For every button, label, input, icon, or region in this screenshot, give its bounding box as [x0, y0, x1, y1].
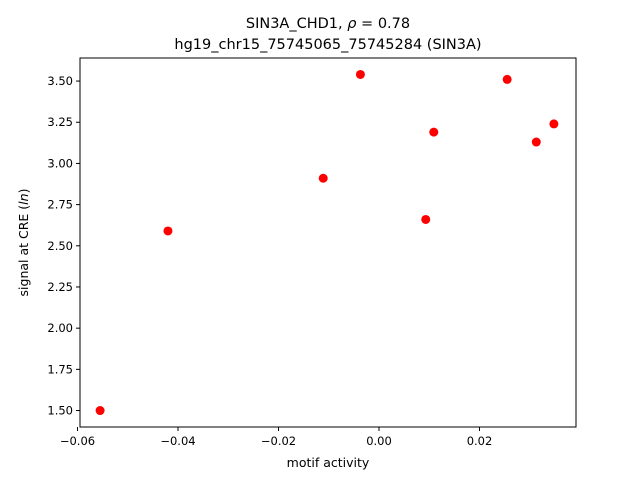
plot-area: −0.06 −0.04 −0.02 0.00 0.02 1.50 1.75 2.00 2.25 2…	[47, 69, 559, 448]
x-tick-label: −0.02	[261, 434, 296, 448]
y-tick-label: 3.25	[47, 115, 73, 129]
chart-title: SIN3A_CHD1, ρ = 0.78	[246, 16, 410, 32]
y-tick-label: 2.50	[47, 239, 73, 253]
y-tick-label: 1.50	[47, 404, 73, 418]
y-tick-label: 1.75	[47, 362, 73, 376]
y-axis-label: signal at CRE (ln)	[16, 189, 31, 297]
data-point	[502, 74, 512, 84]
x-axis-label: motif activity	[287, 455, 370, 470]
x-tick-label: 0.02	[467, 434, 493, 448]
data-point	[355, 69, 365, 79]
y-tick-label: 3.50	[47, 74, 73, 88]
data-point	[531, 137, 541, 147]
x-tick-label: −0.04	[160, 434, 195, 448]
y-tick-label: 2.75	[47, 198, 73, 212]
x-tick-label: 0.00	[366, 434, 392, 448]
data-point	[318, 173, 328, 183]
y-tick-label: 2.25	[47, 280, 73, 294]
data-point	[95, 406, 105, 416]
data-point	[549, 119, 559, 129]
plot-frame	[79, 57, 577, 428]
chart-subtitle: hg19_chr15_75745065_75745284 (SIN3A)	[174, 37, 481, 53]
data-point	[429, 127, 439, 137]
data-point	[421, 214, 431, 224]
data-point	[163, 226, 173, 236]
y-tick-label: 3.00	[47, 156, 73, 170]
x-tick-label: −0.06	[60, 434, 95, 448]
y-tick-label: 2.00	[47, 321, 73, 335]
